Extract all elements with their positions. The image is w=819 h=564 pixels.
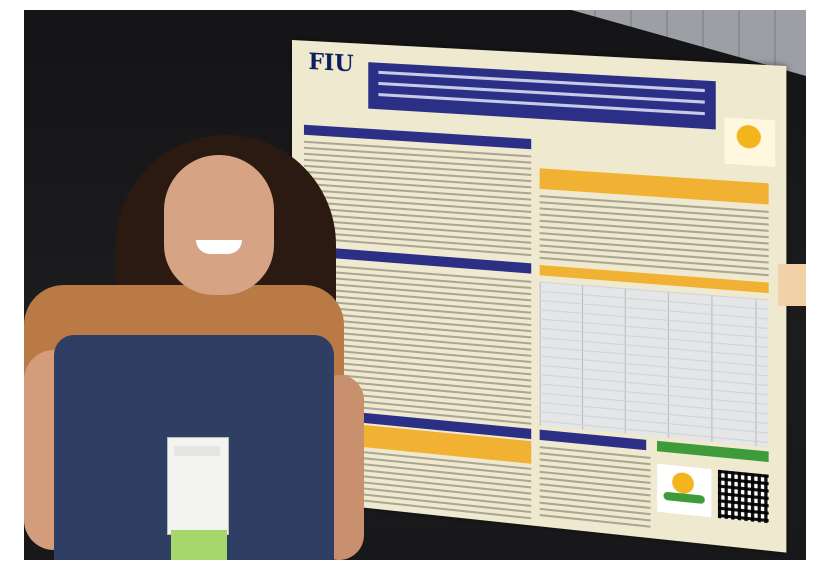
side-poster-fragment [778, 264, 806, 306]
poster-title-bar [368, 62, 716, 130]
section-text [539, 195, 769, 277]
section-text [539, 446, 651, 530]
presenter [24, 135, 364, 560]
results-table [539, 281, 769, 448]
face [164, 155, 274, 295]
fiu-logo: FIU [308, 48, 354, 78]
name-badge [167, 437, 229, 535]
lanyard-tag [171, 530, 227, 560]
program-logo-icon [656, 463, 712, 518]
smile [196, 240, 242, 254]
research-poster: FIU [292, 40, 787, 553]
organization-logo-icon [724, 117, 776, 167]
qr-code-icon [717, 469, 769, 524]
photo: FIU [24, 10, 806, 560]
